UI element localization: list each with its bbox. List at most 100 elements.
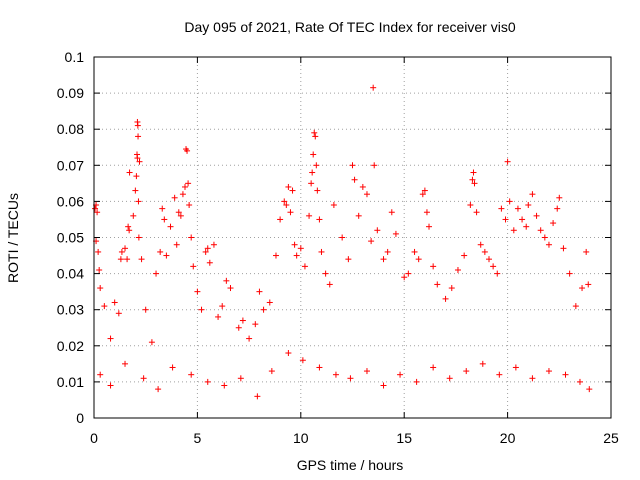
data-point xyxy=(117,256,124,263)
axis-ticks: 0 0.01 0.02 0.03 0.04 0.05 0.06 0.07 0.08 0.09 0.1… xyxy=(57,49,619,446)
data-point xyxy=(184,147,191,154)
data-point xyxy=(525,202,532,209)
data-point xyxy=(301,263,308,270)
y-tick-label: 0.07 xyxy=(57,157,84,173)
data-point xyxy=(537,227,544,234)
data-point xyxy=(419,191,426,198)
data-point xyxy=(485,256,492,263)
data-point xyxy=(470,169,477,176)
data-point xyxy=(159,205,166,212)
data-point xyxy=(198,306,205,313)
data-point xyxy=(132,187,139,194)
data-point xyxy=(572,303,579,310)
data-point xyxy=(380,382,387,389)
data-point xyxy=(545,368,552,375)
data-point xyxy=(363,191,370,198)
data-point xyxy=(339,234,346,241)
y-tick-label: 0.08 xyxy=(57,121,84,137)
data-point xyxy=(185,180,192,187)
data-point xyxy=(384,248,391,255)
data-point xyxy=(566,270,573,277)
data-point xyxy=(204,245,211,252)
data-point xyxy=(415,256,422,263)
data-point xyxy=(169,364,176,371)
y-axis-label: ROTI / TECUs xyxy=(5,193,21,283)
data-point xyxy=(252,321,259,328)
data-point xyxy=(498,205,505,212)
data-point xyxy=(181,183,188,190)
data-point xyxy=(448,285,455,292)
data-point xyxy=(219,303,226,310)
data-point xyxy=(179,191,186,198)
data-point xyxy=(142,306,149,313)
data-point xyxy=(514,205,521,212)
data-point xyxy=(161,216,168,223)
data-point xyxy=(175,209,182,216)
data-point xyxy=(223,277,230,284)
data-point xyxy=(322,270,329,277)
x-tick-label: 25 xyxy=(603,430,619,446)
data-point xyxy=(283,202,290,209)
data-point xyxy=(285,183,292,190)
data-point xyxy=(92,205,99,212)
data-point xyxy=(313,162,320,169)
data-point xyxy=(397,371,404,378)
data-point xyxy=(411,248,418,255)
data-point xyxy=(583,248,590,255)
data-point xyxy=(314,187,321,194)
data-point xyxy=(579,285,586,292)
data-point xyxy=(148,339,155,346)
data-point xyxy=(523,223,530,230)
data-point xyxy=(388,209,395,216)
data-point xyxy=(312,133,319,140)
data-point xyxy=(194,288,201,295)
data-point xyxy=(111,299,118,306)
data-point xyxy=(157,248,164,255)
data-point xyxy=(380,256,387,263)
data-point xyxy=(227,285,234,292)
data-point xyxy=(349,162,356,169)
data-point xyxy=(134,122,141,129)
data-point xyxy=(370,84,377,91)
data-point xyxy=(374,227,381,234)
data-point xyxy=(585,281,592,288)
data-point xyxy=(467,202,474,209)
data-point xyxy=(392,230,399,237)
data-point xyxy=(291,241,298,248)
data-point xyxy=(122,245,129,252)
data-point xyxy=(556,194,563,201)
data-point xyxy=(97,371,104,378)
data-point xyxy=(371,162,378,169)
data-point xyxy=(133,173,140,180)
data-point xyxy=(124,256,131,263)
data-point xyxy=(401,274,408,281)
data-point xyxy=(260,306,267,313)
data-point xyxy=(289,187,296,194)
data-point xyxy=(326,281,333,288)
data-point xyxy=(506,198,513,205)
y-tick-label: 0 xyxy=(76,410,84,426)
data-point xyxy=(188,371,195,378)
data-point xyxy=(107,382,114,389)
data-point xyxy=(504,158,511,165)
data-point xyxy=(94,209,101,216)
data-point xyxy=(285,350,292,357)
data-point xyxy=(173,241,180,248)
x-tick-label: 0 xyxy=(90,430,98,446)
y-tick-label: 0.06 xyxy=(57,193,84,209)
data-point xyxy=(496,371,503,378)
data-point xyxy=(332,371,339,378)
data-point xyxy=(190,263,197,270)
data-point xyxy=(533,212,540,219)
data-point xyxy=(202,248,209,255)
data-point xyxy=(118,248,125,255)
data-point xyxy=(167,223,174,230)
data-point xyxy=(256,288,263,295)
grid-lines xyxy=(94,57,611,418)
data-point xyxy=(421,187,428,194)
data-point xyxy=(519,216,526,223)
data-point xyxy=(479,360,486,367)
data-point xyxy=(140,375,147,382)
data-point xyxy=(355,212,362,219)
